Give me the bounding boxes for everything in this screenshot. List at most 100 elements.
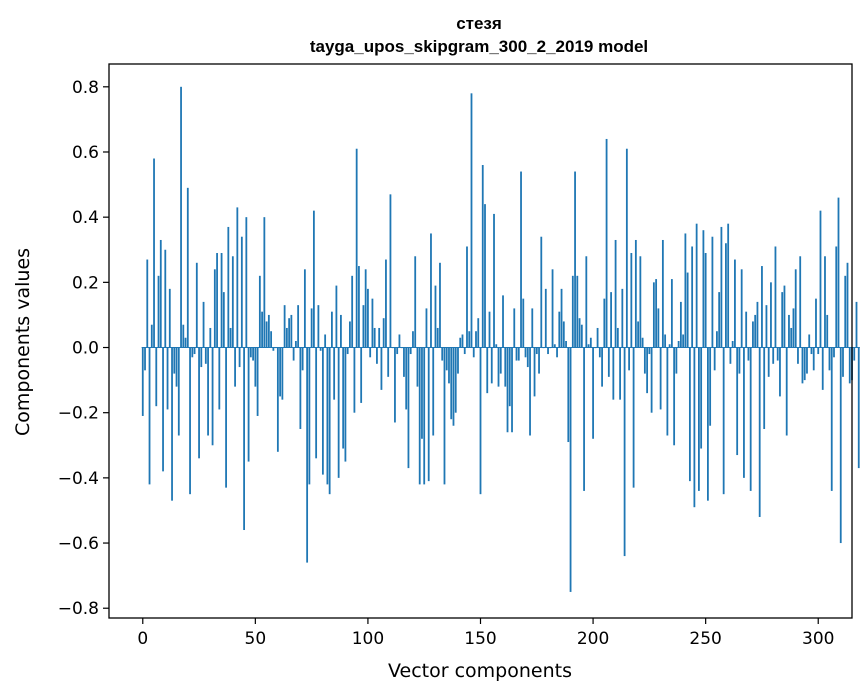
bar-component-147 (472, 347, 475, 358)
bar-component-251 (707, 347, 709, 501)
bar-component-79 (319, 347, 322, 351)
bar-component-88 (340, 314, 342, 348)
bar-component-121 (414, 256, 417, 348)
bar-component-42 (236, 207, 239, 348)
bar-component-186 (560, 288, 563, 348)
bar-component-172 (529, 347, 531, 436)
bar-component-48 (249, 347, 252, 358)
bar-component-89 (342, 347, 345, 449)
bar-component-223 (643, 347, 646, 374)
x-tick-label-50: 50 (245, 629, 267, 649)
bar-component-278 (767, 347, 770, 377)
bar-component-119 (409, 347, 412, 355)
bar-component-266 (740, 269, 743, 348)
bar-component-311 (842, 347, 844, 377)
bar-component-198 (587, 344, 590, 348)
x-tick-label-200: 200 (577, 629, 609, 649)
y-axis-label: Components values (12, 248, 34, 436)
y-tick-label-2: −0.4 (58, 469, 99, 489)
bar-component-43 (238, 347, 241, 368)
x-axis-ticks: 0 50 100 150 200 250 300 (137, 618, 834, 649)
bar-component-300 (817, 347, 820, 355)
bar-component-71 (301, 347, 304, 371)
bar-component-150 (479, 347, 482, 495)
bar-component-237 (675, 347, 678, 374)
bar-component-12 (168, 288, 171, 348)
bar-component-80 (321, 347, 324, 475)
bar-component-213 (621, 288, 624, 348)
bar-component-107 (382, 318, 385, 348)
bar-component-269 (747, 347, 750, 361)
bar-component-318 (857, 347, 860, 469)
bar-component-120 (412, 331, 414, 348)
bar-component-170 (524, 347, 527, 358)
bar-component-130 (434, 285, 437, 348)
bar-component-143 (463, 347, 466, 355)
y-tick-label-5: 0.2 (72, 273, 99, 293)
y-tick-label-1: −0.6 (58, 534, 99, 554)
bar-component-268 (745, 311, 748, 348)
x-tick-label-250: 250 (689, 629, 721, 649)
bar-component-267 (743, 347, 745, 478)
bar-component-17 (180, 86, 182, 348)
bar-component-162 (506, 347, 509, 433)
bar-component-255 (716, 331, 718, 348)
bar-component-105 (378, 327, 381, 348)
bar-component-200 (592, 347, 594, 439)
bar-component-11 (166, 347, 169, 410)
bar-component-16 (177, 347, 180, 436)
bar-component-108 (385, 259, 387, 348)
bar-component-5 (153, 158, 155, 348)
bar-component-145 (468, 331, 471, 348)
bar-component-8 (159, 239, 162, 348)
bar-component-55 (265, 321, 268, 348)
bar-component-228 (655, 279, 658, 348)
chart-title: стезя (456, 14, 502, 33)
bar-component-190 (569, 347, 572, 592)
bar-component-240 (682, 334, 685, 348)
bar-component-81 (324, 334, 327, 348)
bar-component-299 (815, 298, 817, 348)
plot-area (109, 64, 852, 618)
bar-component-19 (184, 337, 187, 348)
bar-component-13 (171, 347, 173, 501)
bar-component-144 (466, 246, 468, 348)
bar-component-39 (229, 327, 232, 348)
bar-component-285 (783, 285, 786, 348)
bar-component-154 (488, 311, 491, 348)
bar-component-46 (245, 217, 248, 348)
bar-component-6 (155, 347, 158, 407)
bar-component-265 (738, 347, 741, 374)
bar-component-256 (718, 292, 721, 348)
bar-component-274 (758, 347, 761, 517)
bar-component-116 (403, 347, 405, 377)
bar-component-22 (191, 347, 194, 358)
bar-component-287 (788, 314, 790, 348)
bar-component-52 (258, 275, 261, 348)
bar-component-29 (207, 347, 209, 436)
bar-component-34 (218, 347, 221, 410)
bar-component-306 (830, 347, 833, 491)
bar-component-109 (387, 347, 390, 377)
bar-component-160 (502, 295, 504, 348)
bar-component-244 (691, 246, 694, 348)
bar-component-313 (846, 262, 849, 348)
bar-component-27 (202, 301, 205, 348)
bar-component-282 (776, 347, 779, 361)
bar-component-220 (637, 321, 640, 348)
bar-component-77 (315, 347, 318, 459)
bar-component-275 (761, 266, 763, 348)
bar-component-252 (709, 347, 712, 426)
bar-component-142 (461, 334, 464, 348)
bar-component-76 (312, 210, 315, 348)
bar-component-118 (407, 347, 410, 469)
bar-component-41 (234, 347, 236, 387)
bar-component-284 (781, 292, 784, 348)
bar-component-218 (632, 347, 635, 488)
bar-component-232 (664, 334, 667, 348)
bar-component-33 (216, 253, 218, 348)
bar-component-110 (389, 194, 392, 348)
bar-component-133 (441, 347, 444, 361)
bar-component-180 (547, 347, 549, 355)
